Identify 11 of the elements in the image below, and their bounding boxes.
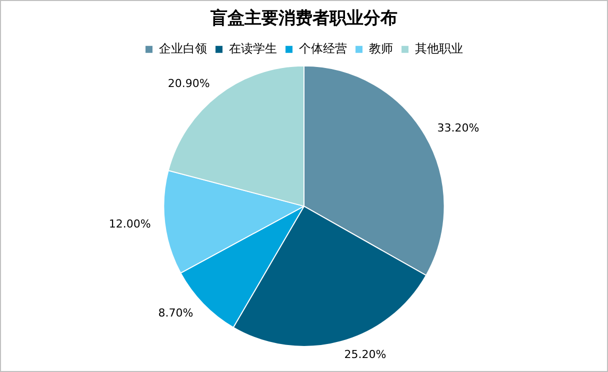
data-label: 33.20% — [437, 121, 480, 134]
legend-label: 企业白领 — [159, 42, 207, 56]
data-label: 12.00% — [108, 217, 151, 230]
chart-title: 盲盒主要消费者职业分布 — [210, 8, 398, 29]
data-label: 20.90% — [168, 76, 210, 90]
legend-label: 在读学生 — [229, 42, 277, 56]
legend-label: 教师 — [369, 42, 393, 56]
legend-label: 其他职业 — [415, 42, 463, 56]
data-label: 25.20% — [344, 348, 386, 362]
data-label: 8.70% — [158, 306, 194, 320]
legend-label: 个体经营 — [299, 42, 347, 56]
